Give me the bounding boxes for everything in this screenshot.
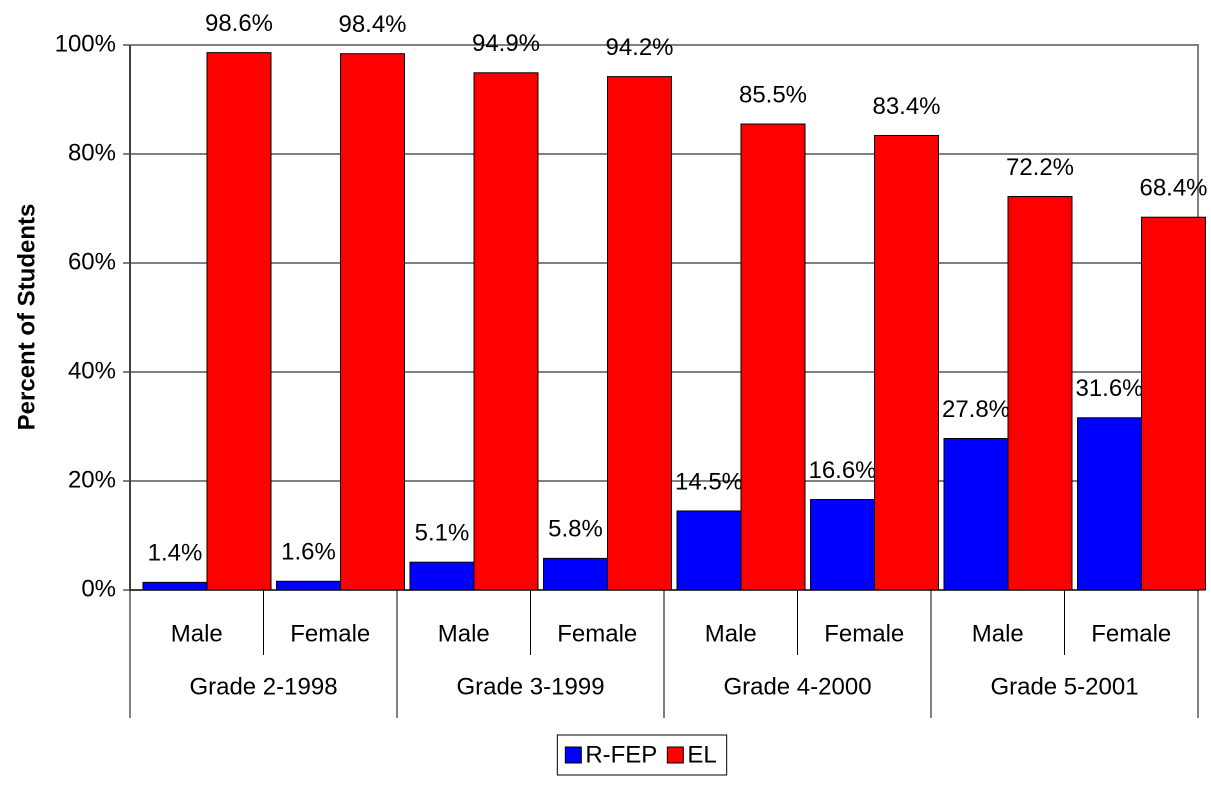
data-label: 14.5%	[675, 468, 743, 495]
data-label: 85.5%	[739, 81, 807, 108]
data-label: 16.6%	[808, 457, 876, 484]
legend-label: EL	[687, 741, 716, 768]
bar	[206, 52, 272, 591]
legend-label: R-FEP	[585, 741, 657, 768]
bar	[874, 134, 939, 591]
bar	[409, 561, 475, 591]
data-label: 83.4%	[872, 93, 940, 120]
data-label: 5.8%	[548, 516, 603, 543]
bar	[607, 76, 672, 591]
group-label: Grade 5-2001	[990, 673, 1138, 700]
data-label: 94.2%	[605, 34, 673, 61]
y-tick-label: 0%	[81, 575, 116, 602]
bar	[676, 510, 742, 591]
data-label: 94.9%	[472, 30, 540, 57]
bar	[1141, 216, 1206, 591]
legend-box	[556, 734, 728, 776]
y-tick-label: 60%	[68, 248, 116, 275]
legend-swatch	[666, 746, 684, 764]
data-label: 31.6%	[1075, 375, 1143, 402]
bar	[943, 437, 1009, 591]
x-tick-label: Male	[438, 620, 490, 647]
bar	[340, 53, 405, 591]
y-tick-label: 80%	[68, 139, 116, 166]
bar	[740, 123, 806, 591]
group-label: Grade 4-2000	[723, 673, 871, 700]
data-label: 1.6%	[281, 539, 336, 566]
legend-swatch	[564, 746, 582, 764]
x-tick-label: Male	[972, 620, 1024, 647]
group-label: Grade 2-1998	[189, 673, 337, 700]
data-label: 5.1%	[415, 520, 470, 547]
x-tick-label: Female	[557, 620, 637, 647]
bar	[543, 557, 608, 591]
data-label: 98.6%	[205, 10, 273, 37]
data-label: 1.4%	[148, 540, 203, 567]
x-tick-label: Female	[290, 620, 370, 647]
bar	[276, 580, 341, 591]
x-tick-label: Female	[824, 620, 904, 647]
x-tick-label: Male	[171, 620, 223, 647]
y-tick-label: 100%	[55, 30, 116, 57]
data-label: 98.4%	[338, 11, 406, 38]
bar	[810, 499, 875, 591]
group-label: Grade 3-1999	[456, 673, 604, 700]
bar	[1077, 417, 1142, 591]
bar	[1007, 196, 1073, 591]
data-label: 72.2%	[1006, 154, 1074, 181]
y-axis-label: Percent of Students	[13, 204, 40, 431]
bar	[142, 581, 208, 591]
data-label: 68.4%	[1139, 175, 1207, 202]
y-tick-label: 20%	[68, 466, 116, 493]
y-tick-label: 40%	[68, 357, 116, 384]
x-tick-label: Male	[705, 620, 757, 647]
bar	[473, 72, 539, 591]
x-tick-label: Female	[1091, 620, 1171, 647]
data-label: 27.8%	[942, 396, 1010, 423]
